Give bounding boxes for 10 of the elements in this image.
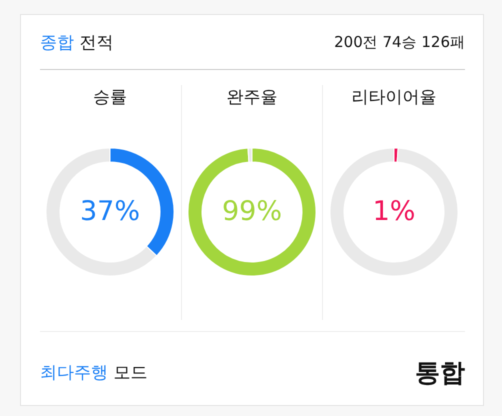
chart-title: 리타이어율 <box>352 88 436 108</box>
text: 200전 74승 126패 <box>334 32 465 52</box>
text: 37% <box>80 196 140 227</box>
text: 종합 전적 <box>40 32 114 54</box>
text: 최다주행 모드 <box>40 362 148 384</box>
text: 99% <box>222 196 282 227</box>
chart-title: 완주율 <box>226 88 278 108</box>
chart-title: 승률 <box>93 88 127 108</box>
text: 통합 <box>415 356 465 388</box>
text: 1% <box>372 196 416 227</box>
